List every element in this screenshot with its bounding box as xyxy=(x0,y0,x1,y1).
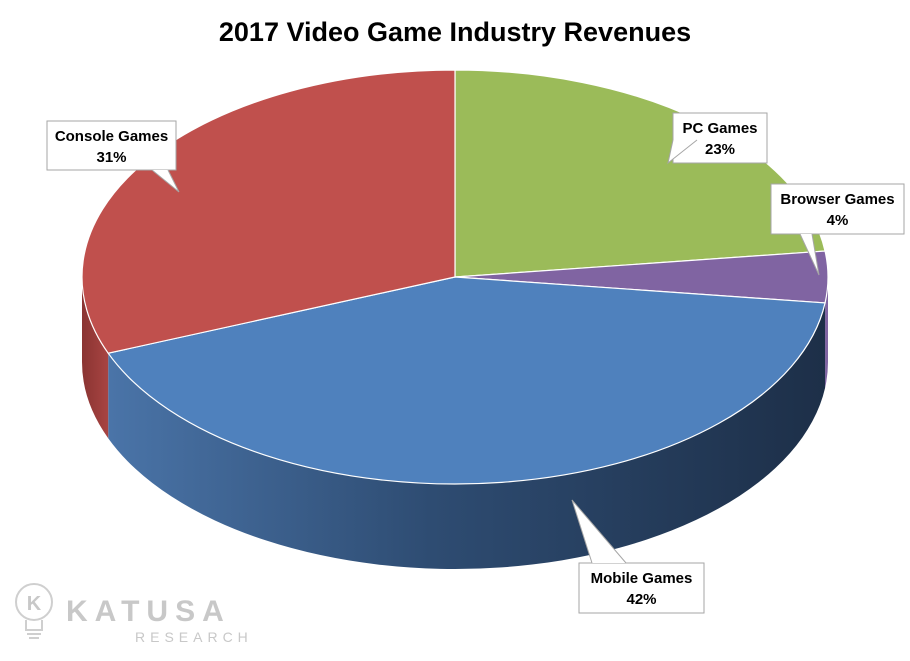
slice-value-label: 23% xyxy=(705,141,735,158)
slice-side-mobile-games xyxy=(108,302,826,569)
callout-mobile-games: Mobile Games 42% xyxy=(571,499,705,614)
slice-mobile-games[interactable] xyxy=(107,276,826,485)
callout-box xyxy=(46,120,177,171)
slice-label: Mobile Games xyxy=(591,570,693,587)
pie-callouts: PC Games 23% Browser Games 4% Mobile Games 42… xyxy=(46,112,905,614)
callout-pointer xyxy=(799,233,820,276)
watermark-sub: RESEARCH xyxy=(135,629,253,645)
logo-letter: K xyxy=(27,593,42,615)
katusa-logo: K KATUSA RESEARCH xyxy=(15,583,253,645)
watermark-brand: KATUSA xyxy=(66,595,231,628)
callout-pointer xyxy=(571,499,627,564)
lightbulb-icon: K xyxy=(15,583,53,639)
slice-value-label: 42% xyxy=(626,591,656,608)
slice-label: Console Games xyxy=(55,128,168,145)
slice-label: PC Games xyxy=(682,120,757,137)
slice-label: Browser Games xyxy=(780,191,894,208)
callout-box xyxy=(578,562,705,614)
callout-console-games: Console Games 31% xyxy=(46,120,180,193)
slice-value-label: 31% xyxy=(96,149,126,166)
callout-box xyxy=(770,183,905,235)
callout-pc-games: PC Games 23% xyxy=(667,112,768,165)
callout-pointer xyxy=(151,169,180,193)
callout-pointer xyxy=(667,139,698,165)
callout-box xyxy=(672,112,768,164)
callout-browser-games: Browser Games 4% xyxy=(770,183,905,276)
slice-pc-games[interactable] xyxy=(454,69,826,278)
chart-title: 2017 Video Game Industry Revenues xyxy=(219,17,691,47)
slice-side-browser-games xyxy=(825,277,828,388)
slice-value-label: 4% xyxy=(827,212,849,229)
